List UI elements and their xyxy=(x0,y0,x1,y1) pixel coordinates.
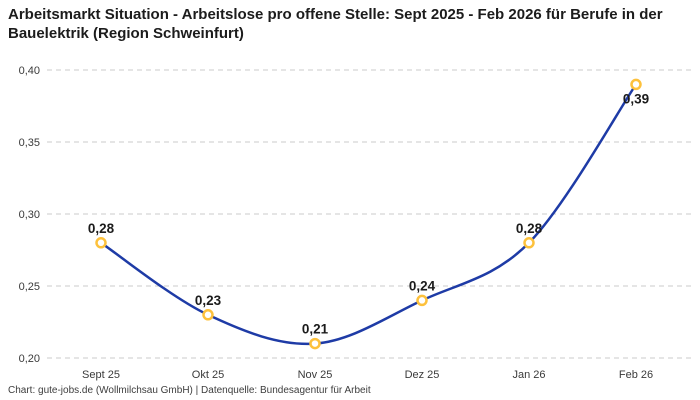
data-point-label: 0,24 xyxy=(409,278,436,293)
data-point-marker[interactable] xyxy=(95,237,107,249)
x-axis-tick-label: Feb 26 xyxy=(619,369,653,381)
data-point-marker[interactable] xyxy=(630,78,642,91)
chart-source-credit: Chart: gute-jobs.de (Wollmilchsau GmbH) … xyxy=(8,385,371,396)
x-axis-tick-label: Okt 25 xyxy=(192,369,224,381)
data-point-label: 0,28 xyxy=(516,221,543,236)
x-axis-tick-label: Nov 25 xyxy=(298,369,333,381)
y-axis-tick-label: 0,40 xyxy=(19,65,40,77)
y-axis-tick-label: 0,20 xyxy=(19,353,40,365)
x-axis-tick-label: Jan 26 xyxy=(512,369,545,381)
y-axis-tick-label: 0,35 xyxy=(19,137,40,149)
data-point-label: 0,21 xyxy=(302,322,329,337)
data-point-label: 0,28 xyxy=(88,221,115,236)
data-point-marker[interactable] xyxy=(523,237,535,249)
x-axis-tick-label: Dez 25 xyxy=(405,369,440,381)
data-point-marker[interactable] xyxy=(202,309,214,321)
data-point-label: 0,23 xyxy=(195,293,222,308)
data-point-marker[interactable] xyxy=(309,337,321,350)
chart-title: Arbeitsmarkt Situation - Arbeitslose pro… xyxy=(8,6,663,42)
y-axis-tick-label: 0,30 xyxy=(19,209,40,221)
y-axis-tick-label: 0,25 xyxy=(19,281,40,293)
x-axis-tick-label: Sept 25 xyxy=(82,369,120,381)
data-point-marker[interactable] xyxy=(416,294,428,307)
series-line xyxy=(99,83,638,346)
data-point-label: 0,39 xyxy=(623,91,649,106)
